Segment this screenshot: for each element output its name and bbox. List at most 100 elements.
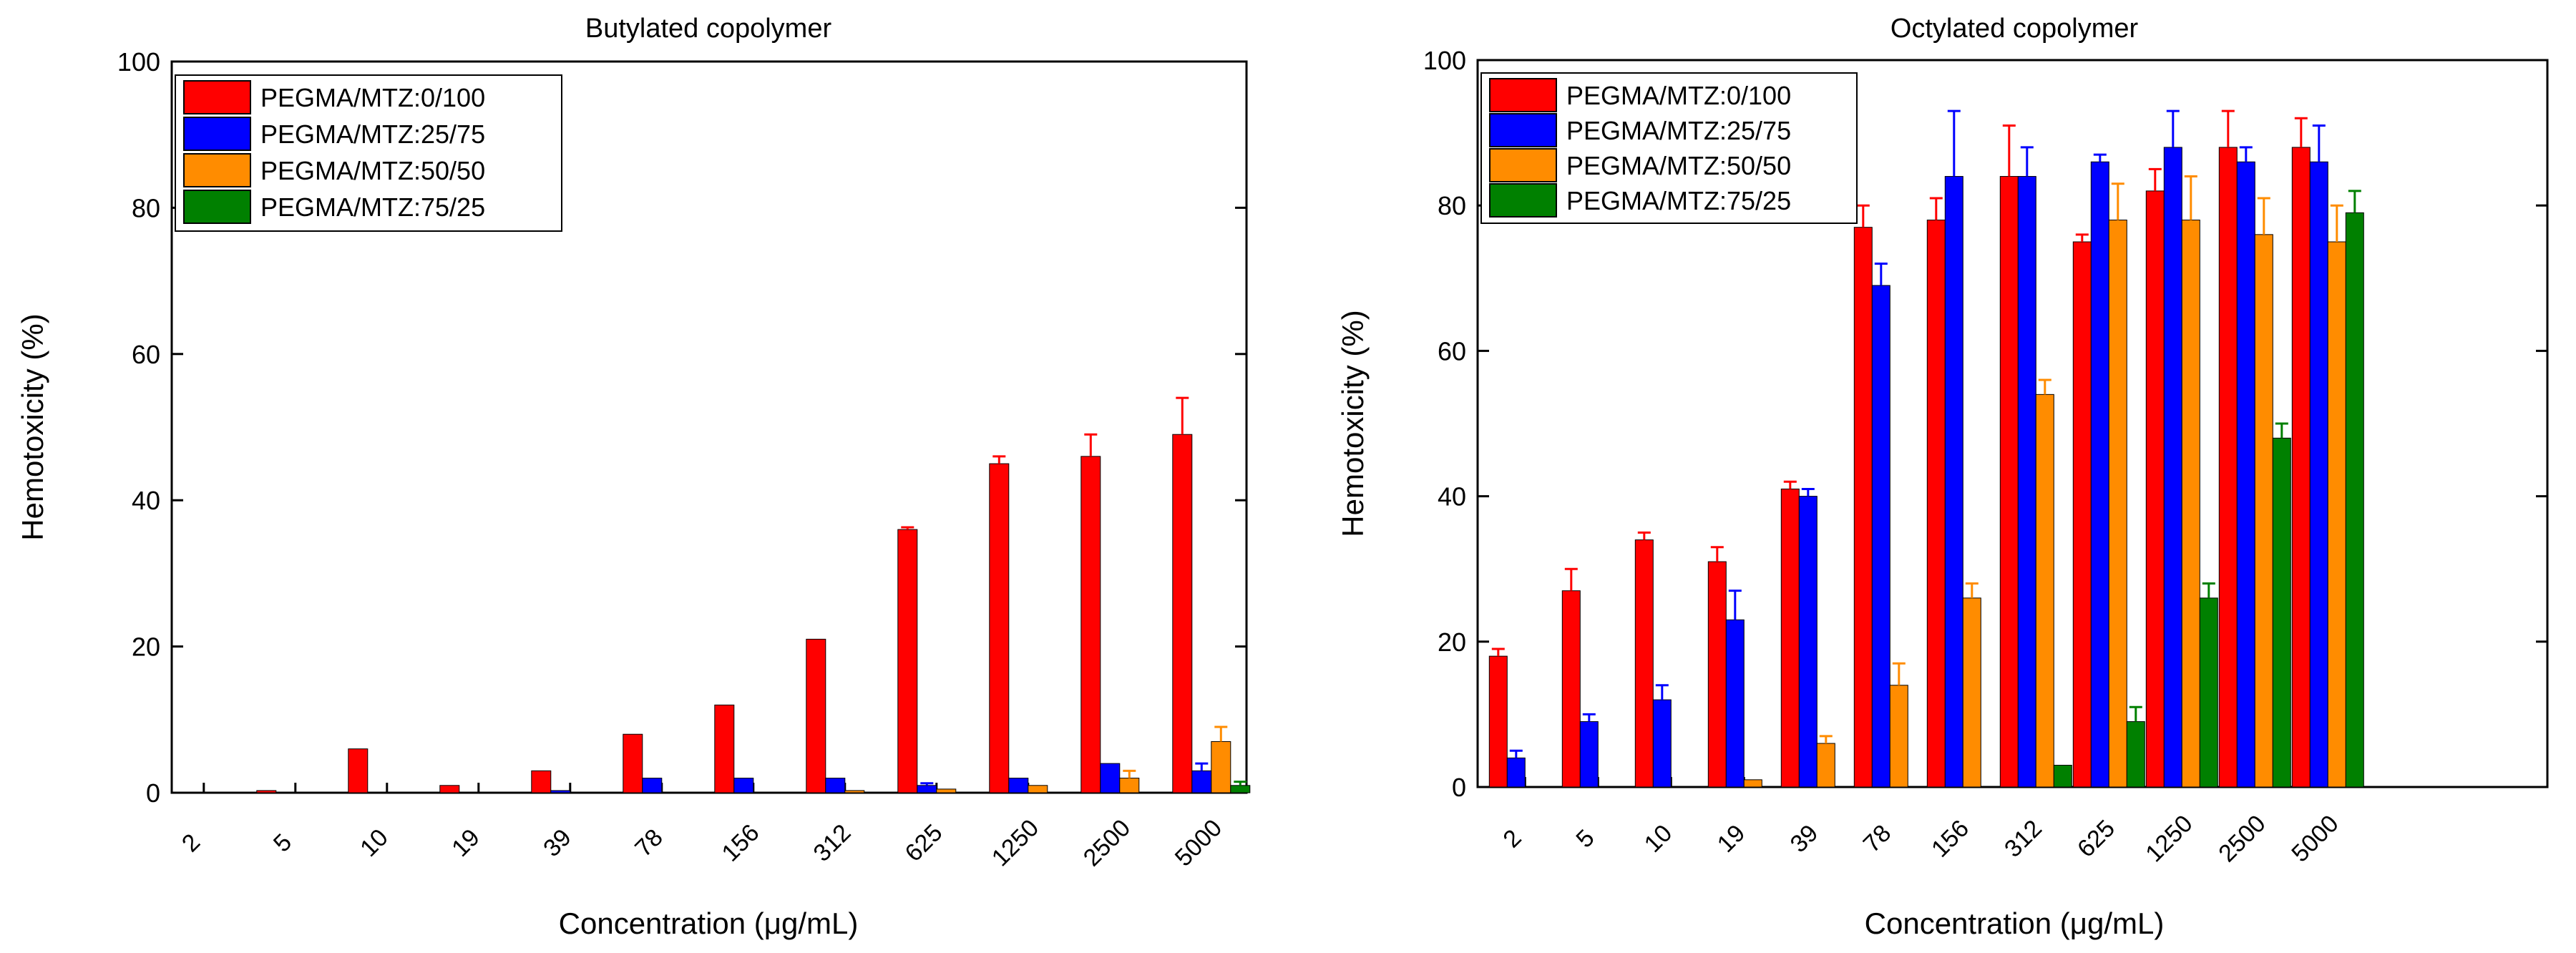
bar bbox=[2345, 212, 2364, 788]
x-tick-label: 5 bbox=[268, 829, 297, 857]
bar bbox=[1707, 561, 1727, 788]
bar bbox=[2035, 394, 2054, 788]
bar bbox=[1561, 590, 1581, 788]
legend: PEGMA/MTZ:0/100 PEGMA/MTZ:25/75 PEGMA/MTZ:… bbox=[175, 74, 562, 232]
octylated-chart: Octylated copolymer 0 20 40 60 80 100 Hemotoxic… bbox=[1336, 14, 2549, 940]
x-tick-label: 39 bbox=[538, 824, 577, 862]
x-tick-label: 19 bbox=[447, 824, 485, 862]
bar bbox=[1172, 434, 1193, 793]
x-tick-label: 1250 bbox=[2140, 810, 2197, 867]
bar bbox=[2126, 721, 2145, 788]
bar bbox=[1211, 741, 1231, 793]
bar bbox=[439, 785, 460, 793]
bar bbox=[1652, 699, 1672, 788]
bar bbox=[642, 778, 663, 793]
y-tick-label: 20 bbox=[1438, 627, 1466, 657]
legend-label: PEGMA/MTZ:50/50 bbox=[260, 156, 485, 185]
legend-label: PEGMA/MTZ:75/25 bbox=[1566, 186, 1791, 215]
bar bbox=[1999, 176, 2019, 788]
bar bbox=[2199, 597, 2218, 788]
y-tick-label: 40 bbox=[132, 486, 160, 515]
bar bbox=[1962, 597, 1981, 788]
bar bbox=[2163, 147, 2182, 788]
bar bbox=[733, 778, 754, 793]
bar bbox=[1634, 539, 1654, 788]
bar bbox=[1230, 785, 1251, 793]
y-tick-label: 100 bbox=[1423, 46, 1466, 75]
x-tick-label: 156 bbox=[1926, 815, 1974, 863]
legend-swatch bbox=[183, 190, 251, 224]
y-axis-label: Hemotoxicity (%) bbox=[16, 313, 49, 540]
bar bbox=[256, 790, 277, 793]
x-tick-label: 78 bbox=[1858, 819, 1897, 858]
legend-label: PEGMA/MTZ:0/100 bbox=[260, 83, 485, 112]
bar bbox=[1853, 227, 1873, 788]
x-tick-label: 5000 bbox=[1170, 814, 1227, 871]
bar bbox=[825, 778, 846, 793]
x-tick-label: 78 bbox=[630, 824, 668, 862]
y-axis-label: Hemotoxicity (%) bbox=[1336, 310, 1370, 537]
bar bbox=[1191, 770, 1212, 793]
bar bbox=[550, 790, 571, 793]
x-tick-label: 1250 bbox=[987, 814, 1044, 871]
x-tick-label: 5 bbox=[1571, 824, 1599, 853]
x-tick-label: 2500 bbox=[1078, 814, 1136, 871]
bar bbox=[1944, 176, 1963, 788]
bar bbox=[1889, 685, 1908, 788]
bar bbox=[1816, 743, 1835, 788]
legend: PEGMA/MTZ:0/100 PEGMA/MTZ:25/75 PEGMA/MTZ:… bbox=[1480, 72, 1858, 224]
bar bbox=[2236, 161, 2255, 788]
x-tick-label: 312 bbox=[1999, 815, 2047, 863]
bar bbox=[844, 790, 865, 793]
x-tick-label: 19 bbox=[1712, 819, 1751, 858]
x-tick-label: 5000 bbox=[2286, 810, 2343, 867]
y-tick-label: 80 bbox=[1438, 191, 1466, 220]
bar bbox=[936, 788, 957, 793]
bar bbox=[1506, 757, 1526, 788]
x-axis-label: Concentration (μg/mL) bbox=[559, 906, 859, 940]
bar bbox=[2181, 220, 2200, 788]
bar bbox=[1080, 456, 1101, 793]
bar bbox=[1798, 496, 1818, 788]
x-tick-label: 2500 bbox=[2213, 810, 2270, 867]
x-tick-label: 625 bbox=[2072, 815, 2120, 863]
bar bbox=[2072, 241, 2092, 788]
y-tick-label: 0 bbox=[146, 778, 160, 808]
legend-label: PEGMA/MTZ:25/75 bbox=[260, 119, 485, 149]
y-tick-label: 20 bbox=[132, 632, 160, 662]
bar bbox=[1871, 285, 1890, 788]
butylated-chart: Butylated copolymer 0 20 40 60 80 100 Hemotoxic… bbox=[16, 14, 1251, 940]
bar bbox=[2218, 147, 2238, 788]
legend-swatch bbox=[183, 153, 251, 187]
x-tick-label: 625 bbox=[900, 819, 948, 867]
x-tick-label: 2 bbox=[177, 829, 205, 857]
legend-swatch bbox=[183, 80, 251, 114]
bar bbox=[2309, 161, 2328, 788]
bar bbox=[2053, 765, 2072, 788]
bar bbox=[1926, 220, 1946, 788]
bar bbox=[897, 529, 918, 793]
bar bbox=[1028, 785, 1048, 793]
bar bbox=[531, 770, 552, 793]
bar bbox=[2327, 241, 2346, 788]
y-tick-label: 60 bbox=[132, 340, 160, 369]
y-tick-label: 100 bbox=[117, 47, 160, 77]
bar bbox=[2291, 147, 2311, 788]
x-tick-label: 2 bbox=[1498, 824, 1526, 853]
bar bbox=[348, 748, 369, 793]
bar bbox=[2145, 190, 2165, 788]
x-tick-label: 10 bbox=[1639, 819, 1678, 858]
y-tick-label: 0 bbox=[1452, 773, 1466, 802]
bar bbox=[2108, 220, 2127, 788]
bar bbox=[989, 463, 1010, 793]
bar bbox=[1100, 763, 1121, 793]
bar bbox=[1780, 488, 1800, 788]
bar bbox=[2017, 176, 2036, 788]
legend-swatch bbox=[1489, 78, 1557, 112]
legend-label: PEGMA/MTZ:75/25 bbox=[260, 192, 485, 222]
bar bbox=[1008, 778, 1029, 793]
y-tick-label: 60 bbox=[1438, 336, 1466, 366]
bar bbox=[1579, 721, 1599, 788]
legend-label: PEGMA/MTZ:25/75 bbox=[1566, 116, 1791, 145]
